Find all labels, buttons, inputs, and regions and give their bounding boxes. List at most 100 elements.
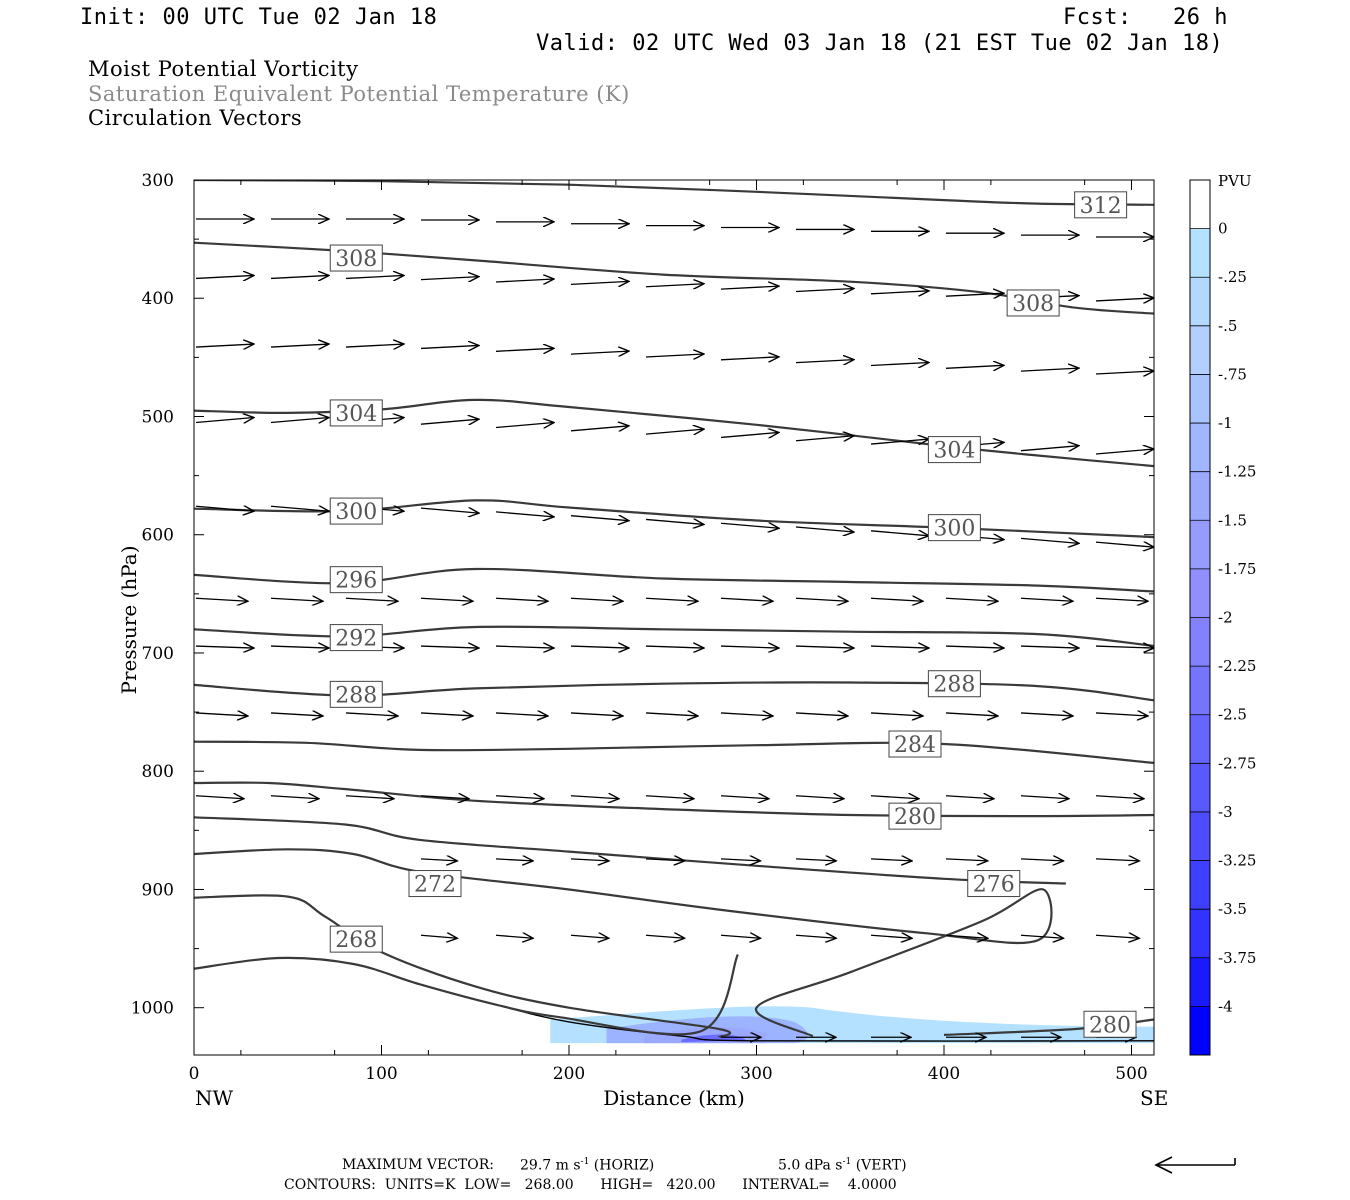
vector-arrow xyxy=(495,279,554,282)
vector-arrow xyxy=(1095,859,1139,861)
vector-arrow xyxy=(195,506,254,511)
contour-label-292: 292 xyxy=(335,627,377,652)
vector-arrow xyxy=(645,429,704,434)
vector-arrow xyxy=(495,348,554,351)
vector-arrow xyxy=(495,935,533,938)
contour-label-304: 304 xyxy=(933,439,975,464)
vector-arrow xyxy=(945,598,998,601)
plot-frame xyxy=(193,179,1155,1056)
colorbar-swatch xyxy=(1190,617,1210,667)
vector-arrow xyxy=(270,598,323,601)
vector-arrow xyxy=(195,713,248,716)
vector-arrow xyxy=(870,796,919,799)
vector-arrow xyxy=(1095,449,1154,454)
contour-280 xyxy=(194,781,1154,818)
colorbar-label: -.25 xyxy=(1218,268,1247,286)
contour-label-box xyxy=(329,624,383,652)
contour-label-308: 308 xyxy=(1012,292,1054,317)
contour-label-box xyxy=(329,399,383,427)
contour-label-box xyxy=(967,870,1021,898)
colorbar-swatch xyxy=(1190,180,1210,230)
vector-arrow xyxy=(720,523,779,528)
colorbar-label: -2.5 xyxy=(1218,706,1247,724)
y-tick-label: 800 xyxy=(142,762,174,782)
vector-arrow xyxy=(495,423,554,428)
vector-arrow xyxy=(870,531,929,536)
contour-label-304: 304 xyxy=(335,402,377,427)
vector-arrow xyxy=(795,935,836,938)
max-vector-horiz: 29.7 m s-1 (HORIZ) xyxy=(520,1157,655,1174)
vector-arrow xyxy=(1095,713,1148,716)
vector-arrow xyxy=(495,598,548,601)
colorbar-label: -1.5 xyxy=(1218,511,1247,529)
y-axis-label: Pressure (hPa) xyxy=(117,546,141,695)
vector-arrow xyxy=(345,344,404,347)
colorbar: PVU 0 -.25 -.5 -.75 -1 -1.25 -1.5 -1.75 -2 -2.25 -2… xyxy=(1189,172,1256,1056)
contour-label-box xyxy=(927,514,981,542)
colorbar-swatch xyxy=(1190,325,1210,375)
x-left-label: NW xyxy=(195,1086,234,1110)
vector-arrow xyxy=(795,288,854,291)
vector-arrow xyxy=(1020,859,1064,861)
vector-arrow xyxy=(420,713,473,716)
init-time: Init: 00 UTC Tue 02 Jan 18 xyxy=(80,5,438,30)
x-right-label: SE xyxy=(1140,1086,1168,1110)
vector-arrow xyxy=(570,516,629,521)
vector-arrow xyxy=(870,935,912,938)
vector-arrow xyxy=(795,527,854,532)
vector-arrow xyxy=(495,796,544,799)
vector-arrow xyxy=(870,713,923,716)
vector-arrow xyxy=(870,291,929,294)
colorbar-swatch xyxy=(1190,277,1210,327)
vector-arrow xyxy=(570,646,629,648)
vector-arrow xyxy=(195,344,254,347)
contour-312 xyxy=(194,180,1154,206)
vector-arrow xyxy=(645,598,698,601)
vector-arrow xyxy=(795,360,854,363)
vector-arrow xyxy=(420,598,473,601)
colorbar-label: 0 xyxy=(1218,220,1228,238)
vector-arrow xyxy=(570,281,629,284)
contour-info: CONTOURS: UNITS=K LOW= 268.00 HIGH= 420.… xyxy=(284,1177,897,1193)
colorbar-label: -2 xyxy=(1218,609,1233,627)
colorbar-label: -4 xyxy=(1218,997,1233,1015)
colorbar-swatch xyxy=(1190,471,1210,521)
vector-arrow xyxy=(1095,598,1148,601)
vector-arrow xyxy=(945,365,1004,368)
colorbar-label: -3 xyxy=(1218,803,1233,821)
contour-label-288: 288 xyxy=(933,673,975,698)
contour-label-box xyxy=(927,670,981,698)
vector-arrow xyxy=(570,713,623,716)
vector-arrow xyxy=(495,512,554,517)
y-tick-label: 300 xyxy=(142,171,174,191)
vector-arrow xyxy=(195,796,244,799)
y-tick-label: 500 xyxy=(142,407,174,427)
vector-arrow xyxy=(1095,935,1139,938)
contour-280 xyxy=(194,816,1066,885)
contour-labels: 312 308 308 304 304 300 300 296 292 288 288 284 280 2… xyxy=(329,191,1137,1038)
vector-arrow xyxy=(1095,542,1154,547)
vector-arrow xyxy=(795,796,844,799)
vector-arrow xyxy=(720,935,760,938)
colorbar-swatch xyxy=(1190,520,1210,570)
vector-arrow xyxy=(270,275,329,278)
vector-arrow xyxy=(795,713,848,716)
vector-arrow xyxy=(420,419,479,424)
vector-arrow xyxy=(1020,538,1079,543)
colorbar-label: -2.25 xyxy=(1218,657,1256,675)
vector-arrow xyxy=(645,519,704,524)
contour-label-box xyxy=(1006,289,1060,317)
contour-label-296: 296 xyxy=(335,569,377,594)
colorbar-swatch xyxy=(1190,1006,1210,1056)
vector-arrow xyxy=(195,646,254,648)
vector-arrow xyxy=(345,713,398,716)
contour-label-box xyxy=(329,680,383,708)
vector-arrow xyxy=(720,432,779,437)
vector-arrow xyxy=(945,859,988,861)
y-tick-label: 700 xyxy=(142,644,174,664)
colorbar-label: -1.25 xyxy=(1218,463,1256,481)
field-title-vectors: Circulation Vectors xyxy=(88,106,303,130)
vector-arrow xyxy=(345,598,398,601)
colorbar-swatch xyxy=(1190,714,1210,764)
